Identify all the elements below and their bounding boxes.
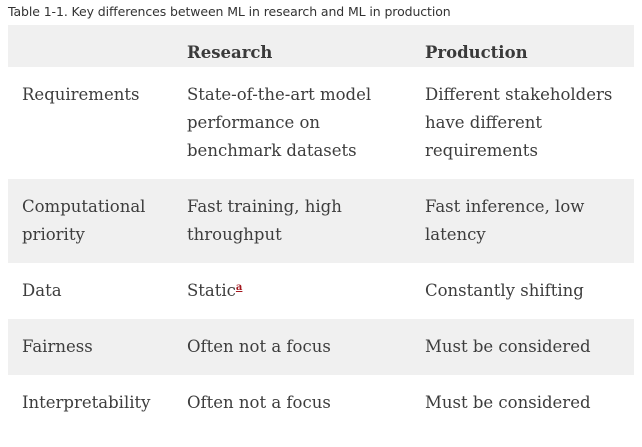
table-row: Data Statica Constantly shifting — [8, 263, 634, 319]
production-cell: Must be considered — [425, 337, 591, 356]
row-label: Computational priority — [22, 197, 146, 244]
header-empty-cell — [8, 25, 173, 67]
table-header-row: Research Production — [8, 25, 634, 67]
footnote-marker: a — [236, 282, 242, 293]
row-label: Fairness — [22, 337, 93, 356]
production-cell: Constantly shifting — [425, 281, 584, 300]
production-cell: Fast inference, low latency — [425, 197, 585, 244]
table-caption: Table 1-1. Key differences between ML in… — [8, 4, 451, 19]
table-row: Requirements State-of-the-art model perf… — [8, 67, 634, 179]
row-label: Data — [22, 281, 62, 300]
research-cell: Statica — [173, 263, 411, 319]
research-cell-text: Static — [187, 281, 236, 300]
research-cell: Often not a focus — [187, 337, 331, 356]
production-cell: Different stakeholders have different re… — [425, 85, 613, 160]
research-cell: State-of-the-art model performance on be… — [187, 85, 372, 160]
research-cell: Often not a focus — [187, 393, 331, 412]
comparison-table: Research Production Requirements State-o… — [8, 25, 634, 427]
table-row: Computational priority Fast training, hi… — [8, 179, 634, 263]
header-production: Production — [425, 43, 528, 62]
production-cell: Must be considered — [425, 393, 591, 412]
row-label: Requirements — [22, 85, 140, 104]
row-label: Interpretability — [22, 393, 151, 412]
table-row: Fairness Often not a focus Must be consi… — [8, 319, 634, 375]
footnote-link[interactable]: a — [235, 282, 243, 293]
header-research: Research — [187, 43, 273, 62]
table-row: Interpretability Often not a focus Must … — [8, 375, 634, 427]
research-cell: Fast training, high throughput — [187, 197, 342, 244]
